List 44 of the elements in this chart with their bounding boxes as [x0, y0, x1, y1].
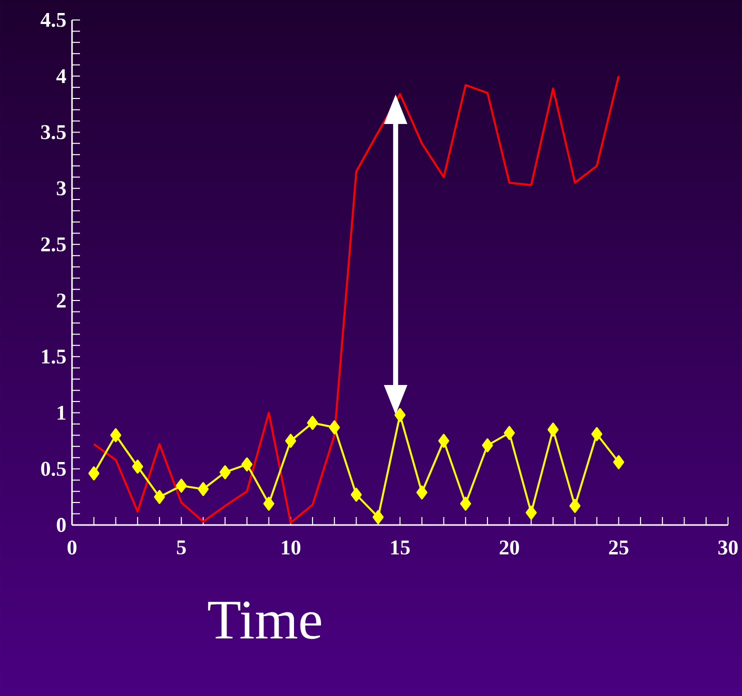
point [394, 408, 406, 422]
point [285, 434, 296, 448]
point [482, 438, 493, 452]
x-tick-label: 0 [68, 540, 76, 555]
point [438, 434, 450, 448]
point [372, 510, 384, 524]
point [504, 426, 515, 440]
point [591, 427, 602, 442]
y-tick-label: 4.5 [40, 12, 66, 28]
y-tick-label: 3.5 [41, 125, 66, 140]
point [263, 496, 274, 511]
x-tick-label: 15 [391, 540, 410, 555]
x-axis-title: Time [208, 601, 321, 639]
point [176, 478, 187, 493]
point [613, 455, 624, 470]
point [526, 506, 537, 520]
point [220, 465, 231, 480]
point [548, 422, 559, 437]
y-tick-label: 2.5 [41, 237, 66, 252]
point [241, 457, 252, 472]
x-tick-label: 30 [718, 540, 738, 555]
y-tick-label: 1.5 [42, 350, 66, 364]
point [307, 416, 318, 430]
point [88, 466, 100, 480]
x-tick-label: 20 [500, 540, 520, 555]
point [416, 485, 428, 500]
point [350, 488, 362, 502]
y-tick-label: 1 [58, 406, 66, 420]
y-tick-label: 2 [56, 294, 66, 308]
point [460, 496, 472, 511]
point [154, 490, 165, 504]
y-tick-label: 0 [56, 518, 66, 532]
y-tick-label: 3 [56, 181, 66, 196]
point [569, 498, 580, 513]
y-tick-label: 0.5 [41, 462, 66, 476]
x-tick-label: 25 [609, 540, 628, 555]
y-tick-label: 4 [56, 69, 66, 83]
x-tick-label: 10 [282, 540, 300, 555]
point [132, 460, 144, 474]
line-series [92, 75, 620, 524]
point [328, 420, 340, 434]
point [198, 482, 209, 496]
point [110, 428, 122, 442]
x-tick-label: 5 [176, 540, 186, 554]
